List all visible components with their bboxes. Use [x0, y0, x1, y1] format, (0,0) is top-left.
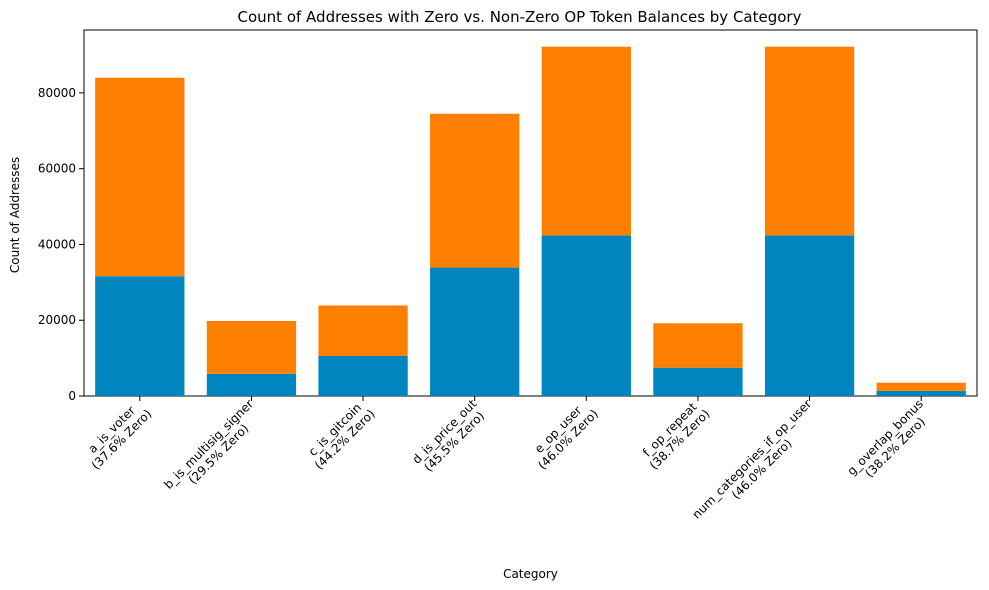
bar-zero-a_is_voter: [95, 276, 185, 396]
x-axis-label: Category: [503, 567, 558, 581]
bar-non-zero-d_is_price_out: [430, 113, 520, 268]
x-tick-label-a_is_voter: a_is_voter(37.6% Zero): [85, 403, 154, 472]
plot-area: [83, 29, 978, 397]
x-tick-label-b_is_multisig_signer: b_is_multisig_signer(29.5% Zero): [161, 397, 256, 492]
bar-non-zero-c_is_gitcoin: [318, 305, 408, 356]
bar-non-zero-e_op_user: [541, 46, 631, 236]
x-tick-label-c_is_gitcoin: c_is_gitcoin(44.2% Zero): [306, 400, 378, 472]
bar-zero-b_is_multisig_signer: [206, 373, 297, 396]
bar-zero-f_op_repeat: [653, 367, 743, 396]
bar-non-zero-b_is_multisig_signer: [206, 320, 297, 374]
x-tick-label-g_overlap_bonus: g_overlap_bonus(38.2% Zero): [845, 397, 928, 480]
y-tick-label: 60000: [38, 162, 76, 176]
x-axis: a_is_voter(37.6% Zero) b_is_multisig_sign…: [85, 396, 928, 522]
y-tick-label: 0: [68, 389, 76, 403]
bar-non-zero-g_overlap_bonus: [876, 382, 966, 391]
y-axis: 0 20000 40000 60000 80000: [38, 86, 84, 403]
y-tick-label: 80000: [38, 86, 76, 100]
x-tick-label-f_op_repeat: f_op_repeat(38.7% Zero): [640, 400, 713, 473]
bar-zero-e_op_user: [541, 235, 631, 396]
y-axis-label: Count of Addresses: [8, 157, 22, 273]
bar-zero-g_overlap_bonus: [876, 390, 966, 396]
x-tick-label-e_op_user: e_op_user(46.0% Zero): [532, 403, 601, 472]
bars-group: [95, 46, 966, 396]
bar-non-zero-a_is_voter: [95, 77, 185, 277]
x-tick-label-name: b_is_multisig_signer: [161, 397, 256, 492]
bar-zero-num_categories_if_op_user: [764, 235, 855, 396]
y-tick-label: 20000: [38, 313, 76, 327]
plot-frame: [83, 29, 978, 397]
bar-non-zero-f_op_repeat: [653, 323, 743, 368]
x-tick-label-d_is_price_out: d_is_price_out(45.5% Zero): [410, 397, 488, 475]
bar-non-zero-num_categories_if_op_user: [764, 46, 855, 236]
chart-title: Count of Addresses with Zero vs. Non-Zer…: [238, 8, 802, 26]
bar-zero-d_is_price_out: [430, 267, 520, 396]
bar-zero-c_is_gitcoin: [318, 355, 408, 396]
y-tick-label: 40000: [38, 237, 76, 251]
